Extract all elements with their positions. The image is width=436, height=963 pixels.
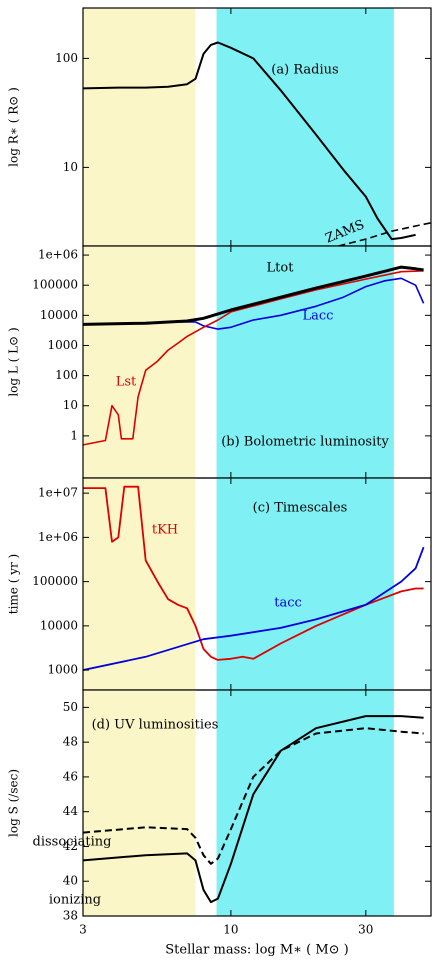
y-tick-label: 100 xyxy=(55,51,78,65)
y-tick-label: 46 xyxy=(63,769,78,783)
annotation: dissociating xyxy=(33,835,112,850)
annotation: tKH xyxy=(152,523,178,538)
series-line xyxy=(338,222,431,246)
y-tick-label: 38 xyxy=(63,909,78,923)
y-tick-label: 10000 xyxy=(40,618,78,632)
shaded-region xyxy=(83,690,196,916)
y-tick-label: 1 xyxy=(70,428,78,442)
shaded-region xyxy=(216,8,394,246)
y-axis-label: log R∗ ( R⊙ ) xyxy=(7,87,21,167)
annotation: ionizing xyxy=(49,893,101,908)
series-line xyxy=(83,265,424,326)
y-tick-label: 10 xyxy=(63,160,78,174)
y-tick-label: 10 xyxy=(63,398,78,412)
shaded-region xyxy=(216,246,394,478)
annotation: (a) Radius xyxy=(271,63,338,78)
x-tick-label: 3 xyxy=(79,923,87,937)
shaded-region xyxy=(216,690,394,916)
y-axis-label: log L ( L⊙ ) xyxy=(7,327,21,396)
annotation: (b) Bolometric luminosity xyxy=(221,435,389,450)
y-tick-label: 100 xyxy=(55,368,78,382)
y-axis-label: log S (/sec) xyxy=(7,769,21,837)
shaded-region xyxy=(83,478,196,690)
series-line xyxy=(83,270,424,446)
panel xyxy=(83,246,425,478)
y-axis-label: time ( yr ) xyxy=(7,554,21,614)
shaded-region xyxy=(216,478,394,690)
y-tick-label: 1e+06 xyxy=(38,530,78,544)
panel xyxy=(83,478,425,690)
y-tick-label: 1000 xyxy=(47,338,78,352)
x-tick-label: 10 xyxy=(223,923,238,937)
shaded-region xyxy=(83,246,196,478)
x-axis-label: Stellar mass: log M∗ ( M⊙ ) xyxy=(165,943,349,958)
series-line xyxy=(83,715,424,904)
annotation: (d) UV luminosities xyxy=(92,718,219,733)
annotation: (c) Timescales xyxy=(253,501,348,516)
annotation: Ltot xyxy=(267,261,295,276)
series-line xyxy=(83,727,424,865)
series-line xyxy=(83,277,425,330)
series-line xyxy=(83,41,416,241)
annotation: tacc xyxy=(274,596,302,611)
y-tick-label: 100000 xyxy=(32,278,78,292)
y-tick-label: 10000 xyxy=(40,308,78,322)
y-tick-label: 100000 xyxy=(32,574,78,588)
y-tick-label: 42 xyxy=(63,839,78,853)
y-tick-label: 44 xyxy=(63,804,79,818)
y-tick-label: 50 xyxy=(63,700,78,714)
panel-frame xyxy=(82,689,432,917)
y-tick-label: 48 xyxy=(63,735,78,749)
series-line xyxy=(83,485,424,661)
x-tick-label: 30 xyxy=(358,923,373,937)
y-tick-label: 40 xyxy=(63,874,78,888)
series-line xyxy=(83,546,425,671)
shaded-region xyxy=(83,8,196,246)
panel xyxy=(83,8,431,246)
annotation: Lst xyxy=(116,375,137,390)
annotation: Lacc xyxy=(303,309,334,324)
y-tick-label: 1e+06 xyxy=(38,248,78,262)
panel xyxy=(83,690,424,916)
y-tick-label: 1e+07 xyxy=(38,486,78,500)
y-tick-label: 1000 xyxy=(47,663,78,677)
